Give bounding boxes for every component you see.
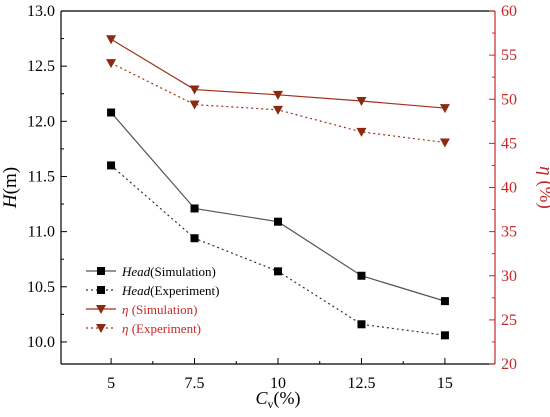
legend-label-text: (Simulation) (128, 302, 197, 317)
data-point-square (440, 297, 449, 306)
data-point-triangle (356, 97, 367, 107)
data-point-triangle (439, 104, 450, 114)
data-point-square (440, 331, 449, 340)
data-point-square (107, 108, 116, 117)
x-tick-label: 7.5 (185, 375, 205, 392)
series-4 (106, 59, 450, 148)
data-point-triangle (189, 100, 200, 110)
series-2 (107, 161, 449, 340)
left-y-tick-label: 12.0 (27, 113, 55, 130)
left-y-axis-label-symbol: H (0, 193, 21, 209)
legend-label-symbol: Head (121, 264, 151, 279)
right-y-tick-label: 20 (501, 356, 517, 373)
left-y-tick-label: 10.5 (27, 279, 55, 296)
right-y-tick-label: 25 (501, 312, 517, 329)
left-y-axis-label-unit: (m) (0, 167, 21, 194)
legend-label-symbol: Head (121, 283, 151, 298)
data-point-square (274, 217, 282, 226)
legend-entry-label: Head(Simulation) (121, 264, 216, 279)
left-y-tick-label: 12.5 (27, 58, 55, 75)
right-y-tick-label: 30 (501, 268, 517, 285)
legend-marker-triangle (96, 305, 106, 314)
x-axis-label: Cv(%) (256, 388, 301, 411)
x-tick-label: 15 (437, 375, 453, 392)
data-point-square (357, 271, 366, 280)
data-point-square (357, 320, 366, 329)
data-point-square (274, 267, 282, 276)
data-point-triangle (439, 138, 450, 148)
right-y-tick-label: 35 (501, 224, 517, 241)
left-y-tick-label: 11.5 (28, 168, 55, 185)
right-y-axis-label-symbol: η (535, 166, 550, 175)
data-point-triangle (273, 90, 283, 100)
data-point-triangle (189, 85, 200, 95)
x-axis-label-unit: (%) (274, 388, 301, 409)
x-tick-label: 10 (270, 375, 286, 392)
series-3 (106, 35, 450, 114)
left-y-tick-label: 10.0 (27, 334, 55, 351)
x-axis-label-symbol: C (256, 388, 269, 408)
data-point-square (107, 161, 116, 170)
legend-entry-label: η (Experiment) (122, 321, 201, 336)
legend-label-text: (Experiment) (150, 283, 219, 298)
right-y-tick-label: 45 (501, 135, 517, 152)
legend-marker-square (97, 267, 105, 275)
data-point-triangle (273, 105, 283, 115)
data-point-triangle (356, 127, 367, 137)
legend-marker-square (97, 286, 105, 294)
right-y-tick-label: 40 (501, 180, 517, 197)
legend: Head(Simulation)Head(Experiment)η (Simul… (86, 264, 219, 336)
legend-entry-label: η (Simulation) (122, 302, 197, 317)
x-tick-label: 12.5 (347, 375, 375, 392)
data-point-square (190, 234, 199, 243)
legend-marker-triangle (96, 324, 106, 333)
right-y-axis-label-unit: (%) (535, 176, 550, 209)
series-1 (107, 108, 449, 306)
data-point-square (190, 204, 199, 213)
left-y-tick-label: 13.0 (27, 3, 55, 20)
x-tick-label: 5 (107, 375, 115, 392)
legend-label-symbol: η (122, 321, 128, 336)
legend-entry-label: Head(Experiment) (121, 283, 219, 298)
data-point-triangle (106, 35, 117, 45)
right-y-tick-label: 50 (501, 91, 517, 108)
right-y-tick-label: 60 (501, 3, 517, 20)
legend-label-text: (Simulation) (150, 264, 216, 279)
data-point-triangle (106, 59, 117, 69)
left-y-tick-label: 11.0 (28, 224, 55, 241)
left-y-axis-label: H(m) (0, 167, 21, 209)
series-line (110, 62, 445, 144)
legend-label-symbol: η (122, 302, 128, 317)
x-axis-label-subscript: v (268, 397, 274, 411)
right-y-tick-label: 55 (501, 47, 517, 64)
legend-label-text: (Experiment) (128, 321, 201, 336)
right-y-axis-label: η (%) (535, 166, 550, 209)
